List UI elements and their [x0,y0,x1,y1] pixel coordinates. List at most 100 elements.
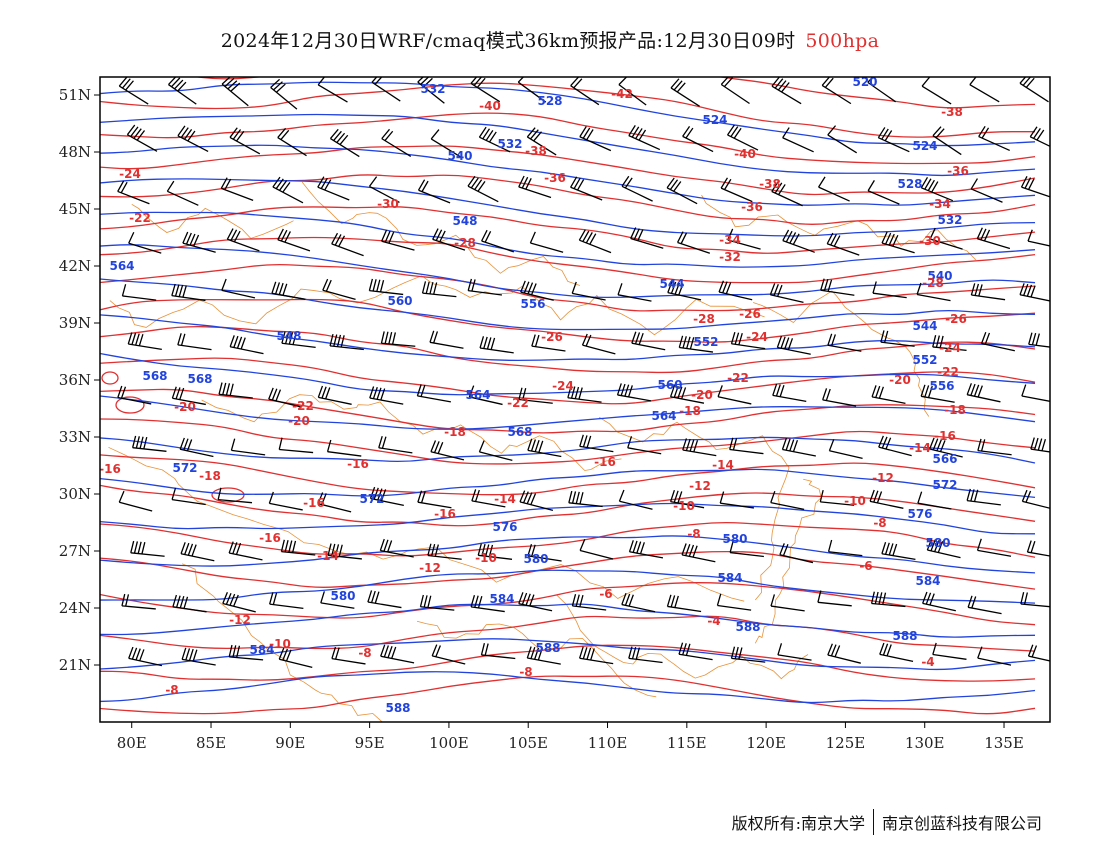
temperature-label: -24 [939,341,961,355]
temperature-label: -18 [679,404,701,418]
wind-barb [880,330,915,347]
wind-barb [782,229,815,253]
temperature-label: -12 [229,613,251,627]
temperature-label: -26 [541,330,563,344]
wind-barb [771,180,803,207]
temperature-label: -20 [691,388,713,402]
wind-barb [517,77,547,103]
wind-barb [526,127,557,156]
wind-barb [430,129,461,158]
temperature-label: -12 [689,479,711,493]
wind-barb [369,386,404,405]
wind-barb [271,281,306,300]
temperature-contour [115,396,145,414]
wind-barb [782,127,814,153]
temperature-label: -14 [494,492,516,506]
lat-tick-label: 24N [59,599,91,617]
temperature-contour [100,454,1036,496]
lat-tick-label: 27N [59,542,91,560]
temperature-label: -30 [377,197,399,211]
wind-barb [380,644,415,664]
wind-barb [570,176,603,201]
lat-tick-label: 45N [59,200,91,218]
height-contour [100,244,1036,299]
height-label: 540 [927,269,952,283]
height-label: 564 [651,409,676,423]
wind-barb [421,281,457,298]
wind-barb [631,331,666,351]
wind-barb [1019,77,1049,103]
height-label: 548 [276,329,301,343]
wind-barb [326,439,362,457]
wind-barb [682,438,717,457]
wind-barb [380,331,416,347]
wind-barb [228,644,264,661]
wind-barb [518,175,552,199]
wind-barb [666,177,698,205]
height-label: 576 [492,520,517,534]
wind-barb [322,278,356,300]
height-label: 544 [912,319,937,333]
temperature-label: -38 [941,105,963,119]
footer-separator [872,809,874,835]
wind-barb [921,77,952,105]
wind-barb [272,176,304,204]
height-label: 528 [897,177,922,191]
wind-barb [877,127,910,153]
wind-barb [867,180,900,205]
wind-barb [221,77,249,107]
wind-barb [229,127,261,155]
wind-barb [531,334,566,352]
wind-barb [970,283,1006,301]
wind-barb [471,489,506,508]
wind-barb [726,124,759,151]
wind-barb [932,126,962,156]
wind-barb [969,77,1000,103]
height-label: 532 [497,137,522,151]
wind-barb [978,125,1010,152]
wind-barb [217,487,253,504]
wind-barb [771,77,802,105]
lon-tick-label: 90E [275,734,305,752]
wind-barb [182,231,216,253]
wind-barb [967,595,1002,615]
wind-barb [429,330,464,349]
height-label: 584 [717,571,742,585]
wind-barb [720,177,753,203]
temperature-label: -10 [475,551,497,565]
height-contour [100,638,1036,671]
height-label: 566 [932,452,957,466]
wind-barb [417,490,452,509]
wind-barb [128,231,162,254]
wind-barb [368,278,404,296]
temperature-contour [100,236,1036,284]
wind-barb [781,437,816,457]
wind-barb [527,438,562,458]
wind-barb [520,280,554,301]
height-label: 584 [489,592,514,606]
wind-barb [579,434,614,453]
latitude-axis: 51N 48N 45N 42N 39N 36N 33N 30N 27N 24N 21N [59,86,100,674]
wind-barb [171,283,206,302]
temperature-label: -42 [611,87,633,101]
wind-barb [480,643,516,660]
temperature-label: -14 [909,441,931,455]
temperature-contour [100,644,1036,682]
temperature-label: -18 [444,425,466,439]
wind-barb [827,333,862,352]
wind-barb [718,280,753,301]
wind-barb [916,282,951,302]
height-contour [100,395,1036,430]
temperature-label: -32 [719,250,741,264]
temperature-label: -36 [741,200,763,214]
lat-tick-label: 42N [59,257,91,275]
wind-barb [578,229,612,254]
height-contour [100,535,1036,574]
height-label: 532 [420,82,445,96]
temperature-label: -40 [479,99,501,113]
wind-barb [772,383,807,403]
wind-barb [228,541,263,561]
wind-barb [932,335,967,352]
wind-barb [820,278,855,296]
temperature-label: -12 [872,471,894,485]
